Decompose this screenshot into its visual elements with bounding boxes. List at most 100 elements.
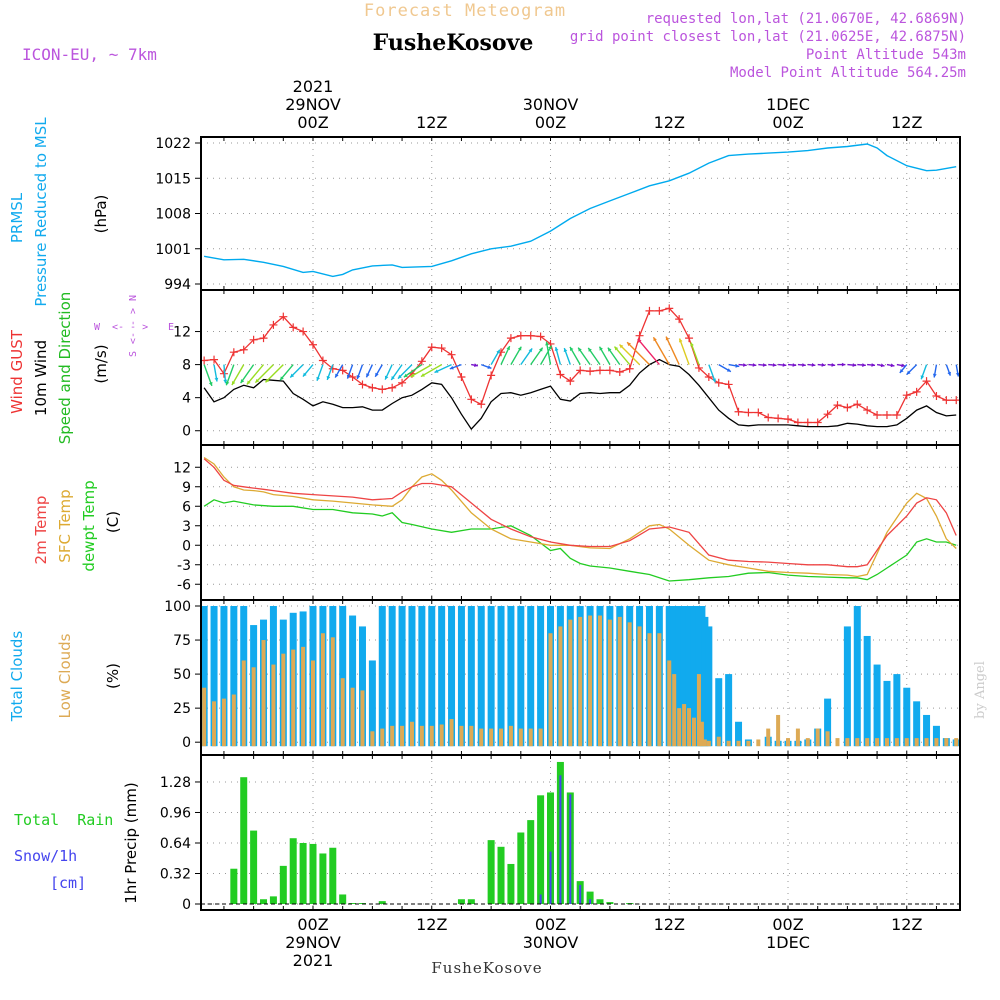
- clouds-ytick-label: 0: [182, 735, 191, 751]
- total-cloud-bar: [685, 606, 693, 747]
- low-cloud-bar: [469, 725, 474, 747]
- total-cloud-bar: [358, 626, 366, 747]
- gust-marker: [210, 355, 219, 364]
- total-cloud-bar: [230, 606, 238, 747]
- top-time-label: 00Z: [772, 113, 803, 132]
- low-cloud-bar: [795, 728, 800, 747]
- cloud-unit: (%): [104, 663, 122, 689]
- gust-marker: [655, 306, 664, 315]
- gust-marker: [744, 408, 753, 417]
- gust-marker: [269, 320, 278, 329]
- low-cloud-bar: [954, 738, 959, 747]
- wind-vector-head: [599, 346, 603, 351]
- total-cloud-bar: [349, 615, 357, 747]
- pressure-label-msl: Pressure Reduced to MSL: [32, 117, 50, 307]
- low-cloud-bar: [746, 740, 751, 747]
- gust-marker: [645, 306, 654, 315]
- wind-vector-head: [346, 374, 351, 379]
- precip-label-cm: [cm]: [50, 874, 86, 892]
- temp-border: [200, 444, 961, 601]
- low-cloud-bar: [271, 664, 276, 747]
- gust-marker: [774, 414, 783, 423]
- bottom-time-label: 30NOV: [523, 933, 579, 952]
- low-cloud-bar: [400, 725, 405, 747]
- pressure-ytick-label: 994: [164, 277, 191, 293]
- wind-vector: [231, 364, 245, 386]
- rain-bar: [269, 896, 277, 904]
- gust-marker: [358, 380, 367, 389]
- wind-vector: [403, 364, 423, 378]
- top-time-label: 00Z: [535, 113, 566, 132]
- total-cloud-bar: [467, 606, 475, 747]
- total-cloud-bar: [913, 701, 921, 747]
- total-cloud-bar: [378, 606, 386, 747]
- gust-marker: [942, 396, 951, 405]
- low-cloud-bar: [865, 738, 870, 747]
- gust-marker: [912, 387, 921, 396]
- snow-bar: [559, 775, 562, 904]
- wind-vector-head: [449, 365, 454, 370]
- top-time-label: 00Z: [297, 113, 328, 132]
- clouds-ytick-label: 100: [164, 599, 191, 615]
- wind-vector-head: [852, 363, 857, 367]
- rain-bar: [457, 899, 465, 904]
- gust-marker: [724, 380, 733, 389]
- low-cloud-bar: [875, 738, 880, 747]
- rain-bar: [497, 846, 505, 904]
- wind-vector-head: [743, 363, 747, 367]
- gust-marker: [803, 418, 812, 427]
- gust-marker: [229, 348, 238, 357]
- gust-marker: [417, 357, 426, 366]
- wind-vector-head: [890, 363, 895, 368]
- precip-ytick-label: 0.96: [160, 805, 191, 821]
- total-cloud-bar: [853, 606, 861, 747]
- temp-labels: 2m Temp SFC Temp dewpt Temp (C): [32, 480, 122, 571]
- wind-vector-head: [366, 373, 370, 378]
- snow-bar: [539, 894, 542, 904]
- precip-panel: 0 0.32 0.64 0.96 1.28: [160, 755, 960, 913]
- rain-bar: [507, 863, 515, 904]
- low-cloud-bar: [766, 728, 771, 747]
- low-cloud-bar: [251, 667, 256, 747]
- total-cloud-bar: [725, 674, 733, 747]
- top-time-label: 30NOV: [523, 95, 579, 114]
- low-cloud-bar: [409, 721, 414, 747]
- low-cloud-bar: [835, 738, 840, 747]
- gust-marker: [615, 368, 624, 377]
- total-cloud-bar: [873, 664, 881, 747]
- gust-marker: [635, 331, 644, 340]
- total-cloud-bar: [675, 606, 683, 747]
- gust-marker: [457, 373, 466, 382]
- gust-marker: [398, 378, 407, 387]
- gust-marker: [625, 364, 634, 373]
- wind-vector-head: [637, 338, 642, 343]
- rain-bar: [309, 843, 317, 904]
- low-cloud-bar: [311, 660, 315, 747]
- wind-vector-head: [831, 363, 836, 367]
- temp-ytick-label: 12: [173, 460, 191, 476]
- panels: 994 1001 1008 1015 1022 0 4 8 12 -6 -3 0 3 6 9 12 0 25 50 7…: [155, 136, 961, 913]
- wind-vector-head: [880, 363, 885, 368]
- gust-marker: [566, 377, 575, 386]
- total-cloud-bar: [903, 687, 911, 747]
- wind-vector: [626, 341, 650, 366]
- low-cloud-bar: [934, 738, 939, 747]
- wind-vector-head: [316, 376, 321, 381]
- gust-marker: [427, 343, 436, 352]
- wind-vector-head: [302, 372, 307, 377]
- bottom-time-label: 2021: [293, 951, 334, 970]
- wind-vector-head: [821, 363, 826, 367]
- gust-marker: [368, 383, 377, 392]
- low-cloud-bar: [508, 725, 513, 747]
- wind-vector-head: [735, 363, 740, 368]
- total-cloud-bar: [537, 606, 545, 747]
- low-cloud-bar: [499, 728, 504, 747]
- wind-label-speed-direction: Speed and Direction: [56, 292, 74, 445]
- gust-marker: [595, 366, 604, 375]
- pressure-ytick-label: 1008: [155, 207, 191, 223]
- gust-marker: [853, 400, 862, 409]
- wind-ytick-label: 0: [182, 424, 191, 440]
- low-cloud-bar: [736, 740, 741, 747]
- wind-vector: [203, 364, 213, 387]
- wind-vector-head: [474, 363, 478, 368]
